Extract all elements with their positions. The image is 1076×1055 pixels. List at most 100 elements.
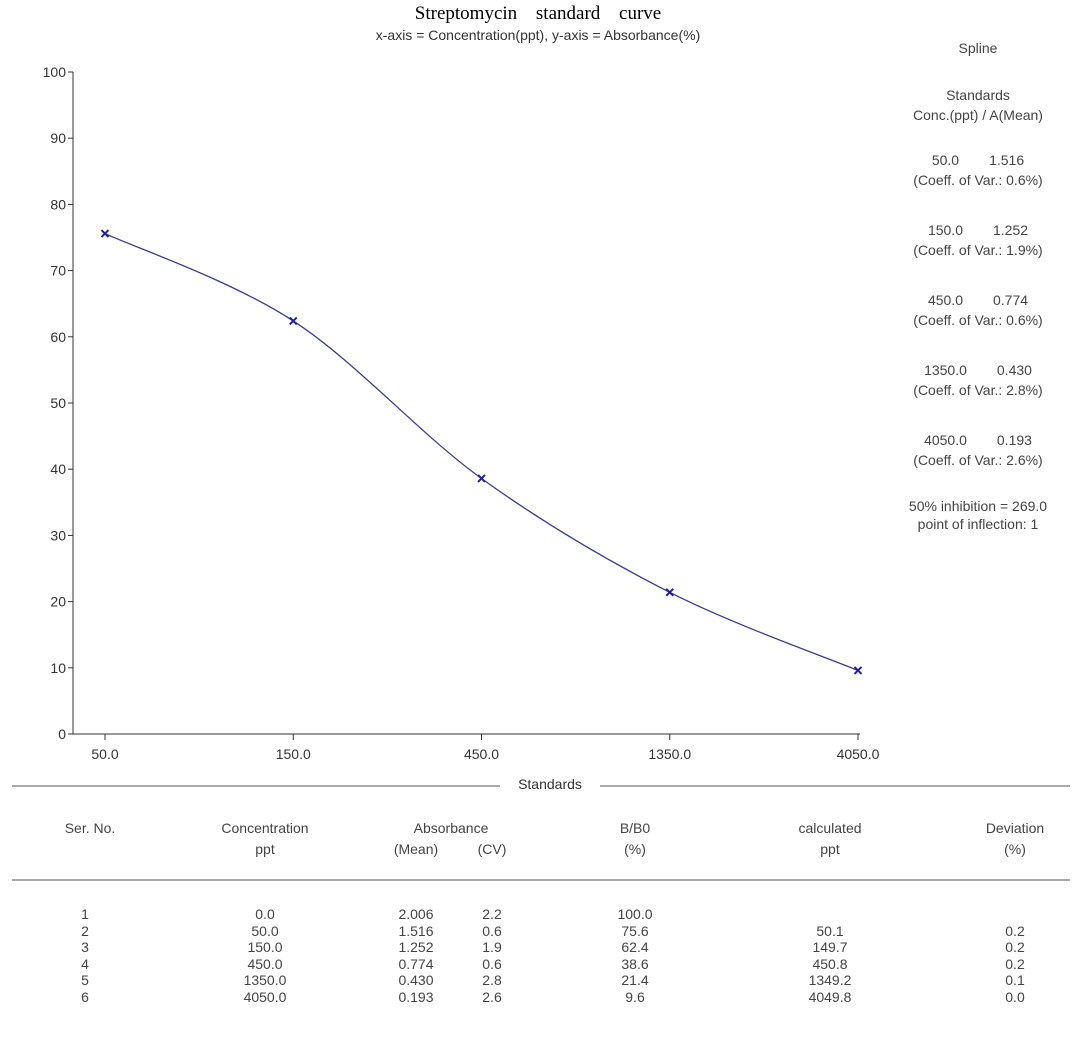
header-deviation: Deviation: [985, 820, 1045, 836]
cell-mean: 0.774: [398, 955, 434, 972]
cell-bb0: 38.6: [621, 955, 649, 972]
y-tick-label: 20: [50, 594, 66, 610]
cell-cv: 0.6: [482, 922, 502, 939]
header-bb0-unit: (%): [624, 841, 646, 857]
standard-cv: (Coeff. of Var.: 0.6%): [913, 172, 1043, 188]
header-abs-mean: (Mean): [393, 841, 439, 857]
y-tick-label: 0: [58, 726, 66, 742]
chart-title: Streptomycin standard curve: [414, 3, 662, 24]
cell-calc: 450.8: [812, 955, 848, 972]
cell-cv: 0.6: [482, 955, 502, 972]
cell-bb0: 100.0: [617, 906, 653, 922]
cell-conc: 0.0: [255, 906, 275, 922]
cell-dev: 0.2: [1005, 922, 1025, 939]
header-calculated-unit: ppt: [820, 841, 840, 857]
cell-calc: 4049.8: [808, 989, 852, 1005]
standard-entry: 150.0 1.252 (Coeff. of Var.: 1.9%): [888, 220, 1068, 260]
cell-mean: 0.193: [398, 989, 434, 1005]
standard-curve-chart: 0 10 20 30 40 50 60 70 80 90 100 50.0 150.0 450.0 1350…: [43, 64, 880, 762]
inflection-label: point of inflection: 1: [917, 516, 1039, 532]
cell-conc: 150.0: [247, 939, 283, 956]
cell-conc: 1350.0: [243, 972, 287, 989]
y-tick-label: 60: [50, 329, 66, 345]
x-tick-label: 450.0: [464, 746, 499, 762]
header-bb0: B/B0: [619, 820, 651, 836]
cell-calc: 50.1: [816, 922, 844, 939]
cell-cv: 2.2: [482, 906, 502, 922]
standard-abs: 0.430: [996, 362, 1032, 378]
standards-heading: Standards: [946, 87, 1010, 103]
header-calculated: calculated: [798, 820, 862, 836]
y-tick-label: 30: [50, 527, 66, 543]
standard-cv: (Coeff. of Var.: 1.9%): [913, 242, 1043, 258]
cell-dev: 0.1: [1005, 972, 1025, 989]
y-tick-label: 10: [50, 660, 66, 676]
cell-mean: 1.516: [398, 922, 434, 939]
data-point: [100, 229, 110, 238]
cell-conc: 450.0: [247, 955, 283, 972]
standard-entry: 1350.0 0.430 (Coeff. of Var.: 2.8%): [888, 360, 1068, 400]
standard-cv: (Coeff. of Var.: 2.6%): [913, 452, 1043, 468]
standard-abs: 0.774: [993, 292, 1029, 308]
standard-conc: 1350.0: [924, 362, 967, 378]
y-tick-label: 70: [50, 263, 66, 279]
standard-values: 4050.0 0.193: [888, 430, 1068, 450]
cell-dev: 0.0: [1005, 989, 1025, 1005]
standard-conc: 150.0: [927, 222, 963, 238]
x-tick-label: 50.0: [91, 746, 118, 762]
y-tick-label: 50: [50, 395, 66, 411]
header-concentration: Concentration: [221, 820, 309, 836]
cell-cv: 1.9: [482, 939, 502, 956]
cell-conc: 50.0: [251, 922, 279, 939]
cell-bb0: 21.4: [621, 972, 649, 989]
cell-ser: 4: [81, 955, 89, 972]
cell-ser: 2: [81, 922, 89, 939]
standard-conc: 450.0: [927, 292, 963, 308]
cell-ser: 6: [81, 989, 89, 1005]
cell-dev: 0.2: [1005, 955, 1025, 972]
standard-abs: 1.252: [993, 222, 1029, 238]
cell-mean: 0.430: [398, 972, 434, 989]
standard-values: 150.0 1.252: [888, 220, 1068, 240]
cell-mean: 1.252: [398, 939, 434, 956]
inhibition-label: 50% inhibition = 269.0: [908, 498, 1048, 514]
standard-entry: 50.0 1.516 (Coeff. of Var.: 0.6%): [888, 150, 1068, 190]
standard-cv: (Coeff. of Var.: 2.8%): [913, 382, 1043, 398]
standard-conc: 50.0: [931, 152, 960, 168]
cell-calc: 1349.2: [808, 972, 852, 989]
cell-calc: 149.7: [812, 939, 848, 956]
y-tick-label: 80: [50, 196, 66, 212]
cell-cv: 2.8: [482, 972, 502, 989]
data-point: [853, 666, 863, 675]
standard-conc: 4050.0: [924, 432, 967, 448]
cell-cv: 2.6: [482, 989, 502, 1005]
y-tick-label: 40: [50, 461, 66, 477]
y-tick-label: 90: [50, 130, 66, 146]
chart-subtitle: x-axis = Concentration(ppt), y-axis = Ab…: [375, 27, 701, 43]
standards-subheading: Conc.(ppt) / A(Mean): [913, 107, 1043, 123]
x-tick-label: 4050.0: [837, 746, 880, 762]
cell-bb0: 75.6: [621, 922, 649, 939]
standard-values: 50.0 1.516: [888, 150, 1068, 170]
standard-entry: 450.0 0.774 (Coeff. of Var.: 0.6%): [888, 290, 1068, 330]
cell-bb0: 62.4: [621, 939, 649, 956]
standard-cv: (Coeff. of Var.: 0.6%): [913, 312, 1043, 328]
header-concentration-unit: ppt: [255, 841, 275, 857]
header-abs-cv: (CV): [477, 841, 507, 857]
standard-abs: 0.193: [996, 432, 1032, 448]
method-label: Spline: [958, 40, 998, 56]
cell-mean: 2.006: [398, 906, 434, 922]
y-tick-label: 100: [43, 64, 67, 80]
header-absorbance: Absorbance: [413, 820, 489, 836]
standard-values: 1350.0 0.430: [888, 360, 1068, 380]
header-deviation-unit: (%): [1004, 841, 1026, 857]
data-point: [477, 474, 486, 483]
cell-conc: 4050.0: [243, 989, 287, 1005]
data-point: [665, 588, 674, 597]
data-point: [289, 316, 298, 326]
standard-entry: 4050.0 0.193 (Coeff. of Var.: 2.6%): [888, 430, 1068, 470]
header-ser-no: Ser. No.: [64, 820, 116, 836]
cell-bb0: 9.6: [625, 989, 645, 1005]
